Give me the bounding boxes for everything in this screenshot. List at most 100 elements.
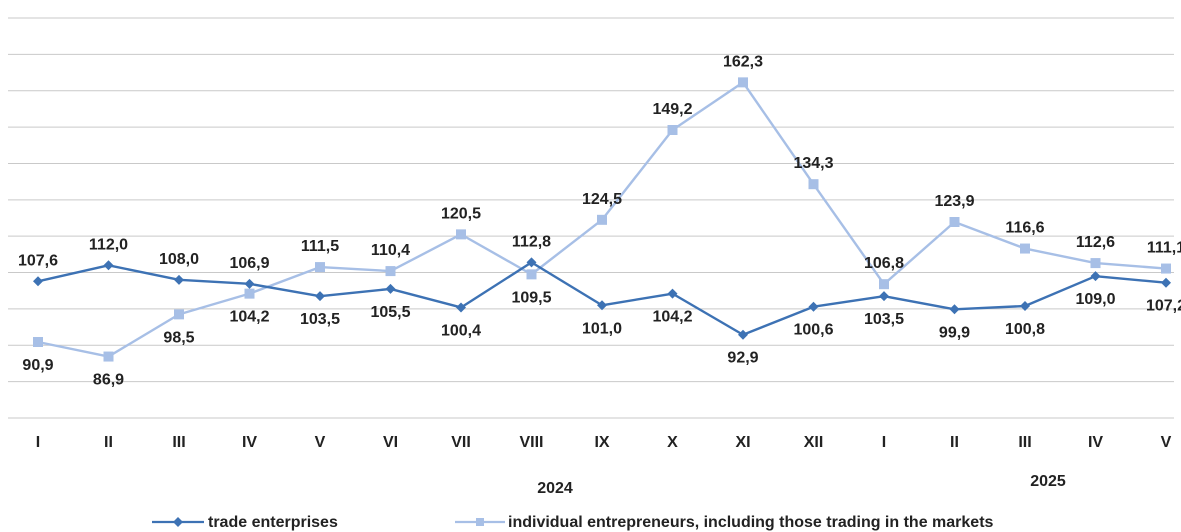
x-tick-label: XI (735, 434, 750, 451)
data-label: 111,5 (301, 238, 339, 255)
marker-square (1090, 258, 1101, 269)
data-label: 99,9 (939, 324, 970, 341)
legend-marker-individual-entrepreneurs (476, 518, 484, 526)
legend-marker-trade-enterprises (173, 517, 183, 527)
data-label: 92,9 (727, 350, 758, 367)
marker-square (315, 262, 325, 273)
legend-item-individual-entrepreneurs: individual entrepreneurs, including thos… (455, 514, 994, 531)
x-tick-label: V (1161, 434, 1172, 451)
marker-square (244, 288, 255, 299)
marker-diamond (949, 304, 960, 315)
year-labels: 2024 2025 (537, 473, 1066, 497)
marker-diamond (33, 276, 43, 287)
data-label: 110,4 (371, 242, 410, 259)
x-tick-label: I (882, 434, 886, 451)
marker-diamond (808, 301, 819, 312)
x-tick-label: X (667, 434, 678, 451)
data-label: 106,8 (864, 255, 904, 272)
data-label: 98,5 (163, 329, 194, 346)
marker-square (526, 269, 537, 280)
data-label: 103,5 (864, 311, 904, 328)
x-tick-label: VIII (519, 434, 543, 451)
data-label: 116,6 (1005, 220, 1044, 237)
marker-square (949, 217, 960, 227)
data-label: 112,6 (1076, 234, 1115, 251)
marker-square (1161, 263, 1171, 274)
data-label: 107,2 (1146, 298, 1181, 315)
data-label: 109,0 (1075, 291, 1115, 308)
data-label: 100,6 (793, 322, 833, 339)
data-label: 124,5 (582, 191, 622, 208)
legend: trade enterprises individual entrepreneu… (152, 514, 994, 531)
data-label: 149,2 (652, 101, 692, 118)
data-label: 112,8 (512, 233, 551, 250)
marker-diamond (1090, 271, 1101, 282)
legend-label-trade-enterprises: trade enterprises (208, 514, 338, 531)
data-labels: 107,6 112,0 108,0 106,9 103,5 105,5 100,4 112,8… (18, 53, 1181, 388)
data-label: 108,0 (159, 251, 199, 268)
marker-square (385, 266, 396, 277)
data-label: 111,1 (1147, 240, 1181, 257)
data-label: 90,9 (22, 357, 53, 374)
marker-diamond (738, 329, 748, 340)
marker-diamond (1161, 277, 1171, 288)
data-label: 123,9 (934, 193, 974, 210)
x-tick-label: IX (594, 434, 609, 451)
x-tick-label: IV (1088, 434, 1103, 451)
marker-square (1020, 243, 1030, 254)
marker-square (456, 229, 466, 240)
data-label: 134,3 (793, 155, 833, 172)
marker-diamond (174, 274, 184, 285)
marker-square (597, 214, 607, 225)
marker-diamond (456, 302, 466, 313)
x-tick-label: VI (383, 434, 398, 451)
marker-diamond (385, 283, 396, 294)
data-label: 104,2 (229, 309, 269, 326)
x-tick-label: V (315, 434, 326, 451)
data-label: 109,5 (511, 289, 551, 306)
data-label: 105,5 (370, 304, 410, 321)
legend-label-individual-entrepreneurs: individual entrepreneurs, including thos… (508, 514, 994, 531)
data-label: 162,3 (723, 53, 763, 70)
data-label: 107,6 (18, 252, 58, 269)
marker-square (174, 309, 184, 320)
marker-diamond (315, 291, 325, 302)
x-axis-ticks: I II III IV V VI VII VIII IX X XI XII I II III IV V (36, 434, 1172, 451)
x-tick-label: II (104, 434, 113, 451)
data-label: 100,8 (1005, 321, 1045, 338)
data-label: 103,5 (300, 311, 340, 328)
year-label-2025: 2025 (1030, 473, 1066, 490)
x-tick-label: I (36, 434, 40, 451)
data-label: 100,4 (441, 322, 481, 339)
marker-diamond (526, 257, 537, 268)
x-tick-label: VII (451, 434, 471, 451)
marker-square (33, 337, 43, 347)
marker-square (738, 77, 748, 88)
data-label: 86,9 (93, 372, 124, 389)
marker-diamond (879, 291, 889, 302)
marker-diamond (597, 300, 607, 311)
marker-diamond (244, 278, 255, 289)
x-tick-label: III (172, 434, 185, 451)
marker-square (808, 179, 819, 190)
series-lines (33, 77, 1171, 362)
gridlines (8, 17, 1174, 419)
data-label: 101,0 (582, 320, 622, 337)
data-label: 106,9 (229, 255, 269, 272)
marker-square (879, 279, 889, 290)
marker-diamond (667, 288, 678, 299)
x-tick-label: XII (804, 434, 824, 451)
marker-square (667, 125, 678, 135)
marker-diamond (103, 260, 114, 271)
marker-diamond (1020, 301, 1030, 311)
data-label: 104,2 (652, 309, 692, 326)
x-tick-label: III (1018, 434, 1031, 451)
legend-item-trade-enterprises: trade enterprises (152, 514, 338, 531)
data-label: 120,5 (441, 205, 481, 222)
marker-square (103, 351, 114, 362)
data-label: 112,0 (89, 236, 128, 253)
year-label-2024: 2024 (537, 480, 573, 497)
x-tick-label: IV (242, 434, 257, 451)
x-tick-label: II (950, 434, 959, 451)
